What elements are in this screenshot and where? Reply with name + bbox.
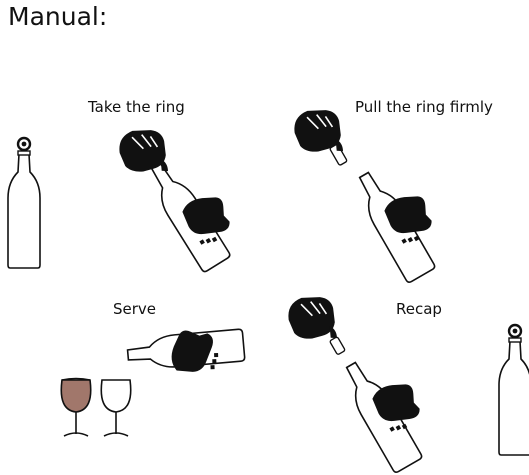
step-label-pull-ring: Pull the ring firmly (355, 98, 493, 116)
recap-illustration (283, 289, 428, 475)
step-label-recap: Recap (396, 300, 442, 318)
serve-illustration (60, 328, 246, 437)
step-label-take-ring: Take the ring (88, 98, 185, 116)
wine-glass-empty-icon (100, 379, 132, 437)
page-title: Manual: (8, 2, 108, 31)
recapped-bottle-right-icon (497, 323, 529, 457)
cap-icon (329, 336, 346, 355)
sealed-bottle-left-icon (6, 136, 42, 270)
pull-ring-illustration (289, 102, 440, 285)
wine-glass-filled-icon (60, 377, 92, 437)
take-ring-illustration (114, 122, 238, 274)
step-label-serve: Serve (113, 300, 157, 318)
